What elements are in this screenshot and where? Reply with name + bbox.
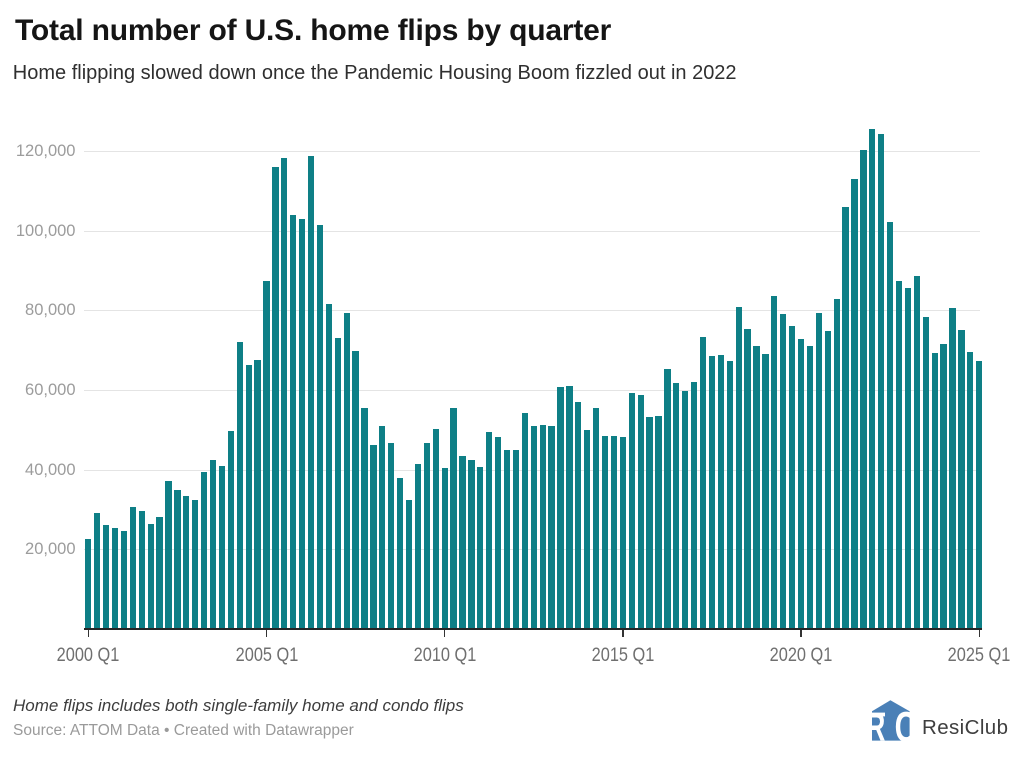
svg-text:R: R — [866, 705, 885, 750]
svg-text:C: C — [895, 702, 917, 751]
